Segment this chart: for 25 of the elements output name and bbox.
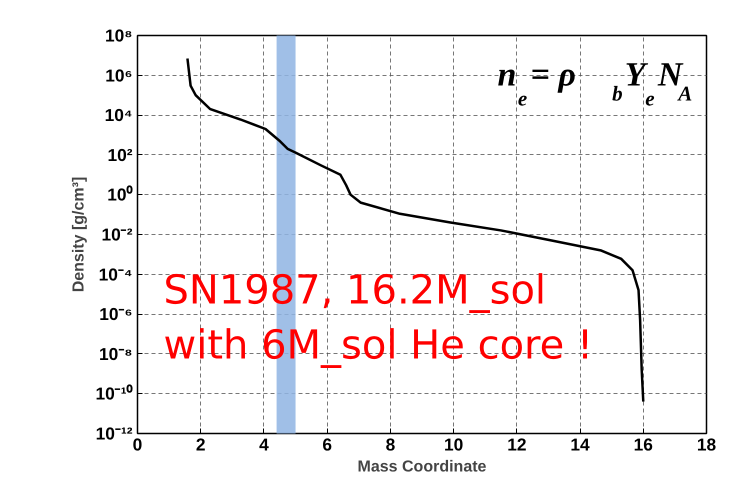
x-axis-title: Mass Coordinate: [358, 458, 487, 476]
x-tick-label: 10: [444, 434, 464, 454]
y-tick-label: 10⁻⁸: [99, 344, 133, 364]
y-tick-label: 10²: [107, 144, 133, 165]
y-tick-label: 10⁰: [107, 184, 134, 205]
annotation: SN1987, 16.2M_sol: [164, 268, 546, 314]
y-tick-label: 10⁻¹⁰: [95, 384, 134, 404]
x-tick-label: 2: [196, 434, 206, 454]
y-tick-label: 10⁴: [104, 105, 133, 126]
x-tick-label: 12: [507, 434, 526, 454]
y-tick-label: 10⁻¹²: [96, 424, 133, 444]
y-tick-label: 10⁸: [105, 26, 133, 46]
y-tick-label: 10⁻⁴: [98, 264, 133, 284]
y-axis-title: Density [g/cm³]: [70, 176, 88, 292]
x-tick-label: 8: [386, 434, 396, 454]
x-tick-label: 18: [696, 434, 716, 454]
y-tick-label: 10⁶: [105, 65, 133, 86]
y-tick-label: 10⁻²: [101, 224, 133, 244]
x-tick-label: 14: [570, 434, 590, 454]
x-tick-label: 4: [259, 434, 270, 454]
y-tick-label: 10⁻⁶: [99, 304, 133, 324]
x-tick-label: 6: [322, 434, 332, 454]
x-tick-label: 16: [634, 434, 654, 454]
x-tick-label: 0: [132, 434, 142, 454]
annotation: with 6M_sol He core !: [164, 322, 593, 368]
